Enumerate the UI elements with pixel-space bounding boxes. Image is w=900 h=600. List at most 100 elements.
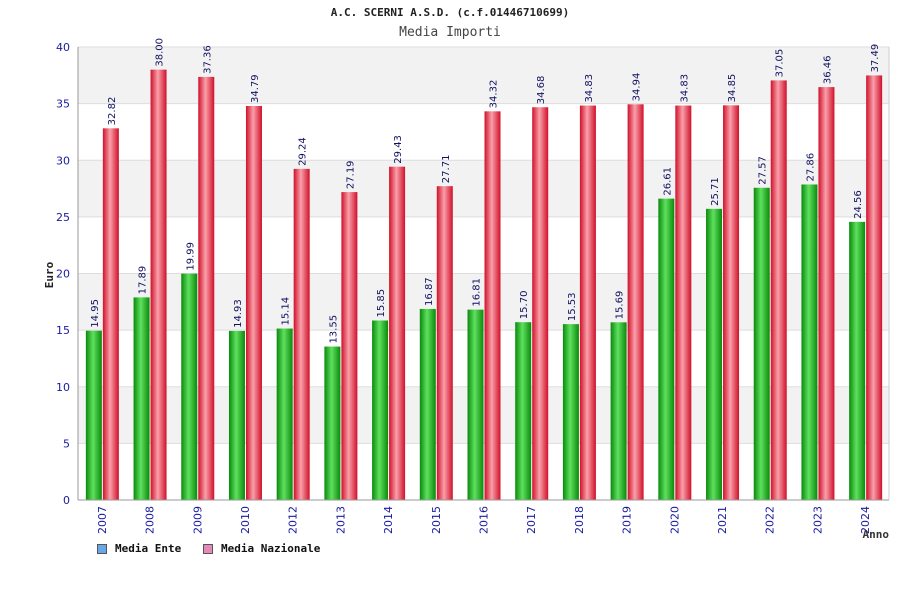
bar-media-nazionale-2017 [532, 107, 549, 501]
data-label-media-ente-2008: 17.89 [138, 266, 149, 295]
x-tick-label-2007: 2007 [96, 506, 109, 534]
data-label-media-nazionale-2012: 29.24 [298, 137, 309, 166]
x-tick-label-2019: 2019 [621, 506, 634, 534]
y-tick-label: 25 [56, 211, 70, 224]
bar-media-ente-2017 [515, 322, 532, 500]
data-label-media-ente-2019: 15.69 [615, 291, 626, 320]
data-label-media-ente-2012: 15.14 [281, 297, 292, 326]
y-axis: 0 5 10 15 20 25 30 35 40 [56, 41, 79, 507]
bar-media-nazionale-2023 [818, 87, 835, 500]
bar-media-ente-2022 [753, 187, 770, 500]
data-label-media-ente-2009: 19.99 [185, 242, 196, 271]
x-axis: 2007 2008 2009 2010 2012 2013 2014 2015 2016 2017… [78, 47, 890, 534]
bar-media-nazionale-2009 [198, 76, 215, 500]
data-label-media-nazionale-2009: 37.36 [202, 45, 213, 74]
bar-media-ente-2014 [372, 320, 389, 500]
data-label-media-nazionale-2020: 34.83 [679, 74, 690, 103]
bar-media-ente-2009 [181, 273, 198, 500]
x-tick-label-2015: 2015 [430, 506, 443, 534]
bar-media-ente-2015 [419, 308, 436, 500]
bar-media-nazionale-2016 [484, 111, 501, 501]
y-tick-label: 0 [63, 494, 70, 507]
data-label-media-nazionale-2017: 34.68 [536, 76, 547, 105]
chart-title: A.C. SCERNI A.S.D. (c.f.01446710699) [330, 6, 570, 19]
x-tick-label-2021: 2021 [716, 506, 729, 534]
x-tick-label-2012: 2012 [287, 506, 300, 534]
y-tick-label: 5 [63, 437, 70, 450]
bar-media-nazionale-2020 [675, 105, 692, 501]
data-label-media-ente-2021: 25.71 [710, 177, 721, 206]
data-label-media-ente-2007: 14.95 [90, 299, 101, 328]
legend-item-media-nazionale: Media Nazionale [203, 542, 320, 555]
data-label-media-nazionale-2019: 34.94 [632, 73, 643, 102]
legend-label-media-nazionale: Media Nazionale [221, 542, 321, 555]
bar-media-ente-2021 [706, 208, 723, 501]
x-axis-label: Anno [863, 528, 890, 541]
x-tick-label-2017: 2017 [525, 506, 538, 534]
legend-label-media-ente: Media Ente [115, 542, 182, 555]
data-label-media-ente-2016: 16.81 [472, 278, 483, 307]
bar-media-ente-2007 [85, 330, 102, 500]
x-tick-label-2018: 2018 [573, 506, 586, 534]
data-label-media-ente-2023: 27.86 [805, 153, 816, 182]
data-label-media-ente-2024: 24.56 [853, 190, 864, 219]
x-tick-label-2010: 2010 [239, 506, 252, 534]
y-tick-label: 35 [56, 98, 70, 111]
bar-media-ente-2013 [324, 346, 341, 500]
x-tick-label-2014: 2014 [382, 506, 395, 534]
data-label-media-ente-2013: 13.55 [328, 315, 339, 344]
x-tick-label-2009: 2009 [191, 506, 204, 534]
data-label-media-ente-2010: 14.93 [233, 299, 244, 328]
x-tick-label-2013: 2013 [334, 506, 347, 534]
x-tick-label-2016: 2016 [478, 506, 491, 534]
data-label-media-ente-2017: 15.70 [519, 291, 530, 320]
bar-media-ente-2018 [562, 324, 579, 500]
y-tick-label: 20 [56, 268, 70, 281]
y-tick-label: 40 [56, 41, 70, 54]
x-tick-label-2023: 2023 [811, 506, 824, 534]
bar-media-nazionale-2010 [245, 106, 262, 501]
data-label-media-nazionale-2013: 27.19 [345, 160, 356, 189]
x-tick-label-2008: 2008 [144, 506, 157, 534]
bar-media-nazionale-2008 [150, 69, 167, 501]
y-tick-label: 10 [56, 381, 70, 394]
bar-media-nazionale-2007 [102, 128, 119, 500]
bar-media-ente-2020 [658, 198, 675, 500]
data-label-media-nazionale-2024: 37.49 [870, 44, 881, 73]
data-label-media-ente-2020: 26.61 [662, 167, 673, 196]
bar-media-ente-2012 [276, 328, 293, 500]
bar-media-nazionale-2019 [627, 104, 644, 500]
bar-media-nazionale-2022 [770, 80, 787, 500]
data-label-media-ente-2018: 15.53 [567, 292, 578, 321]
data-label-media-nazionale-2018: 34.83 [584, 74, 595, 103]
legend-swatch-media-ente [97, 543, 107, 554]
bar-media-ente-2010 [228, 330, 245, 500]
x-tick-label-2020: 2020 [668, 506, 681, 534]
data-label-media-nazionale-2008: 38.00 [155, 38, 166, 67]
legend-item-media-ente: Media Ente [97, 542, 181, 555]
bar-media-nazionale-2021 [723, 105, 740, 500]
bar-media-nazionale-2018 [579, 105, 596, 501]
bars-group: 14.95 32.82 17.89 38.00 19.99 37.36 14.93 34.79… [85, 38, 883, 501]
bar-media-nazionale-2015 [436, 186, 453, 500]
bar-media-ente-2008 [133, 297, 150, 500]
bar-media-ente-2019 [610, 322, 627, 500]
data-label-media-ente-2015: 16.87 [424, 277, 435, 306]
y-tick-label: 30 [56, 154, 70, 167]
data-label-media-nazionale-2010: 34.79 [250, 74, 261, 103]
bar-media-nazionale-2024 [866, 75, 883, 500]
data-label-media-nazionale-2023: 36.46 [822, 55, 833, 84]
bar-media-ente-2023 [801, 184, 818, 500]
bar-media-ente-2024 [849, 221, 866, 500]
data-label-media-ente-2014: 15.85 [376, 289, 387, 318]
data-label-media-nazionale-2016: 34.32 [489, 80, 500, 109]
bar-media-ente-2016 [467, 309, 484, 500]
data-label-media-nazionale-2015: 27.71 [441, 155, 452, 184]
bar-media-nazionale-2014 [389, 166, 406, 500]
chart-subtitle: Media Importi [399, 25, 501, 40]
x-tick-label-2022: 2022 [764, 506, 777, 534]
data-label-media-ente-2022: 27.57 [758, 156, 769, 185]
data-label-media-nazionale-2014: 29.43 [393, 135, 404, 164]
data-label-media-nazionale-2007: 32.82 [107, 97, 118, 126]
